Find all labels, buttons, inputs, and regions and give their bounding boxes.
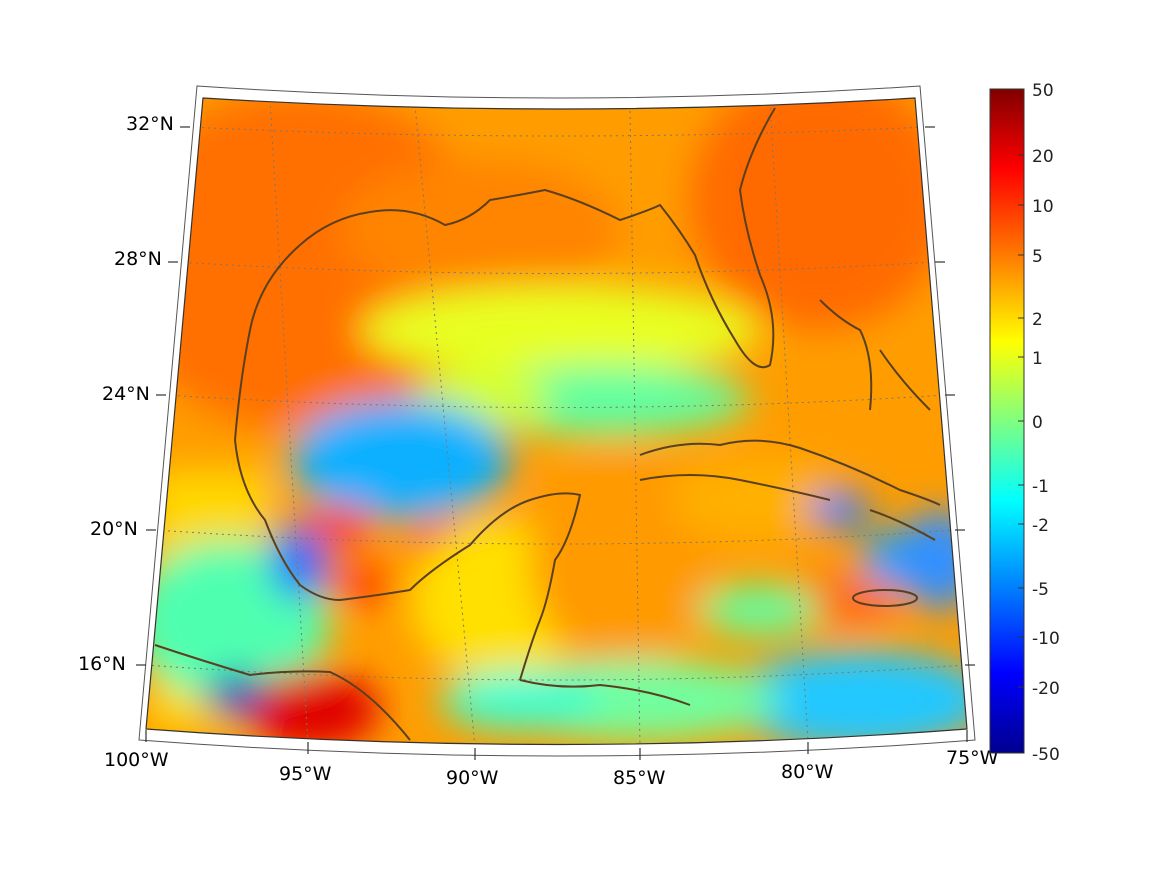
cb-tick-label: 0	[1032, 413, 1043, 433]
coastlines	[154, 107, 941, 741]
data-field	[146, 98, 967, 745]
cb-tick-label: -10	[1032, 629, 1060, 649]
lon-label-85: 85°W	[613, 767, 666, 789]
colorbar-labels: 50 20 10 5 2 1 0 -1 -2 -5 -10 -20 -50	[1032, 81, 1060, 765]
colorbar-ticks	[1018, 88, 1024, 754]
cb-tick-label: 1	[1032, 349, 1043, 369]
lon-label-90: 90°W	[446, 767, 499, 789]
cb-tick-label: -1	[1032, 477, 1049, 497]
map-frame-outer	[138, 85, 976, 757]
map-border	[145, 97, 968, 746]
lat-label-24: 24°N	[102, 383, 150, 405]
cb-tick-label: -2	[1032, 516, 1049, 536]
cb-tick-label: 5	[1032, 247, 1043, 267]
cb-tick-label: -50	[1032, 745, 1060, 765]
lon-label-75: 75°W	[946, 747, 999, 769]
lon-label-95: 95°W	[279, 763, 332, 785]
lat-label-16: 16°N	[78, 653, 126, 675]
frame-ticks	[136, 126, 975, 760]
lat-label-28: 28°N	[114, 248, 162, 270]
cb-tick-label: 10	[1032, 197, 1054, 217]
graticule	[146, 99, 966, 745]
lon-label-100: 100°W	[104, 749, 169, 771]
cb-tick-label: -5	[1032, 580, 1049, 600]
lat-label-32: 32°N	[126, 113, 174, 135]
cb-tick-label: 2	[1032, 310, 1043, 330]
cb-tick-label: 20	[1032, 147, 1054, 167]
cb-tick-label: 50	[1032, 81, 1054, 101]
cb-tick-label: -20	[1032, 679, 1060, 699]
lat-label-20: 20°N	[90, 518, 138, 540]
lon-label-80: 80°W	[781, 761, 834, 783]
